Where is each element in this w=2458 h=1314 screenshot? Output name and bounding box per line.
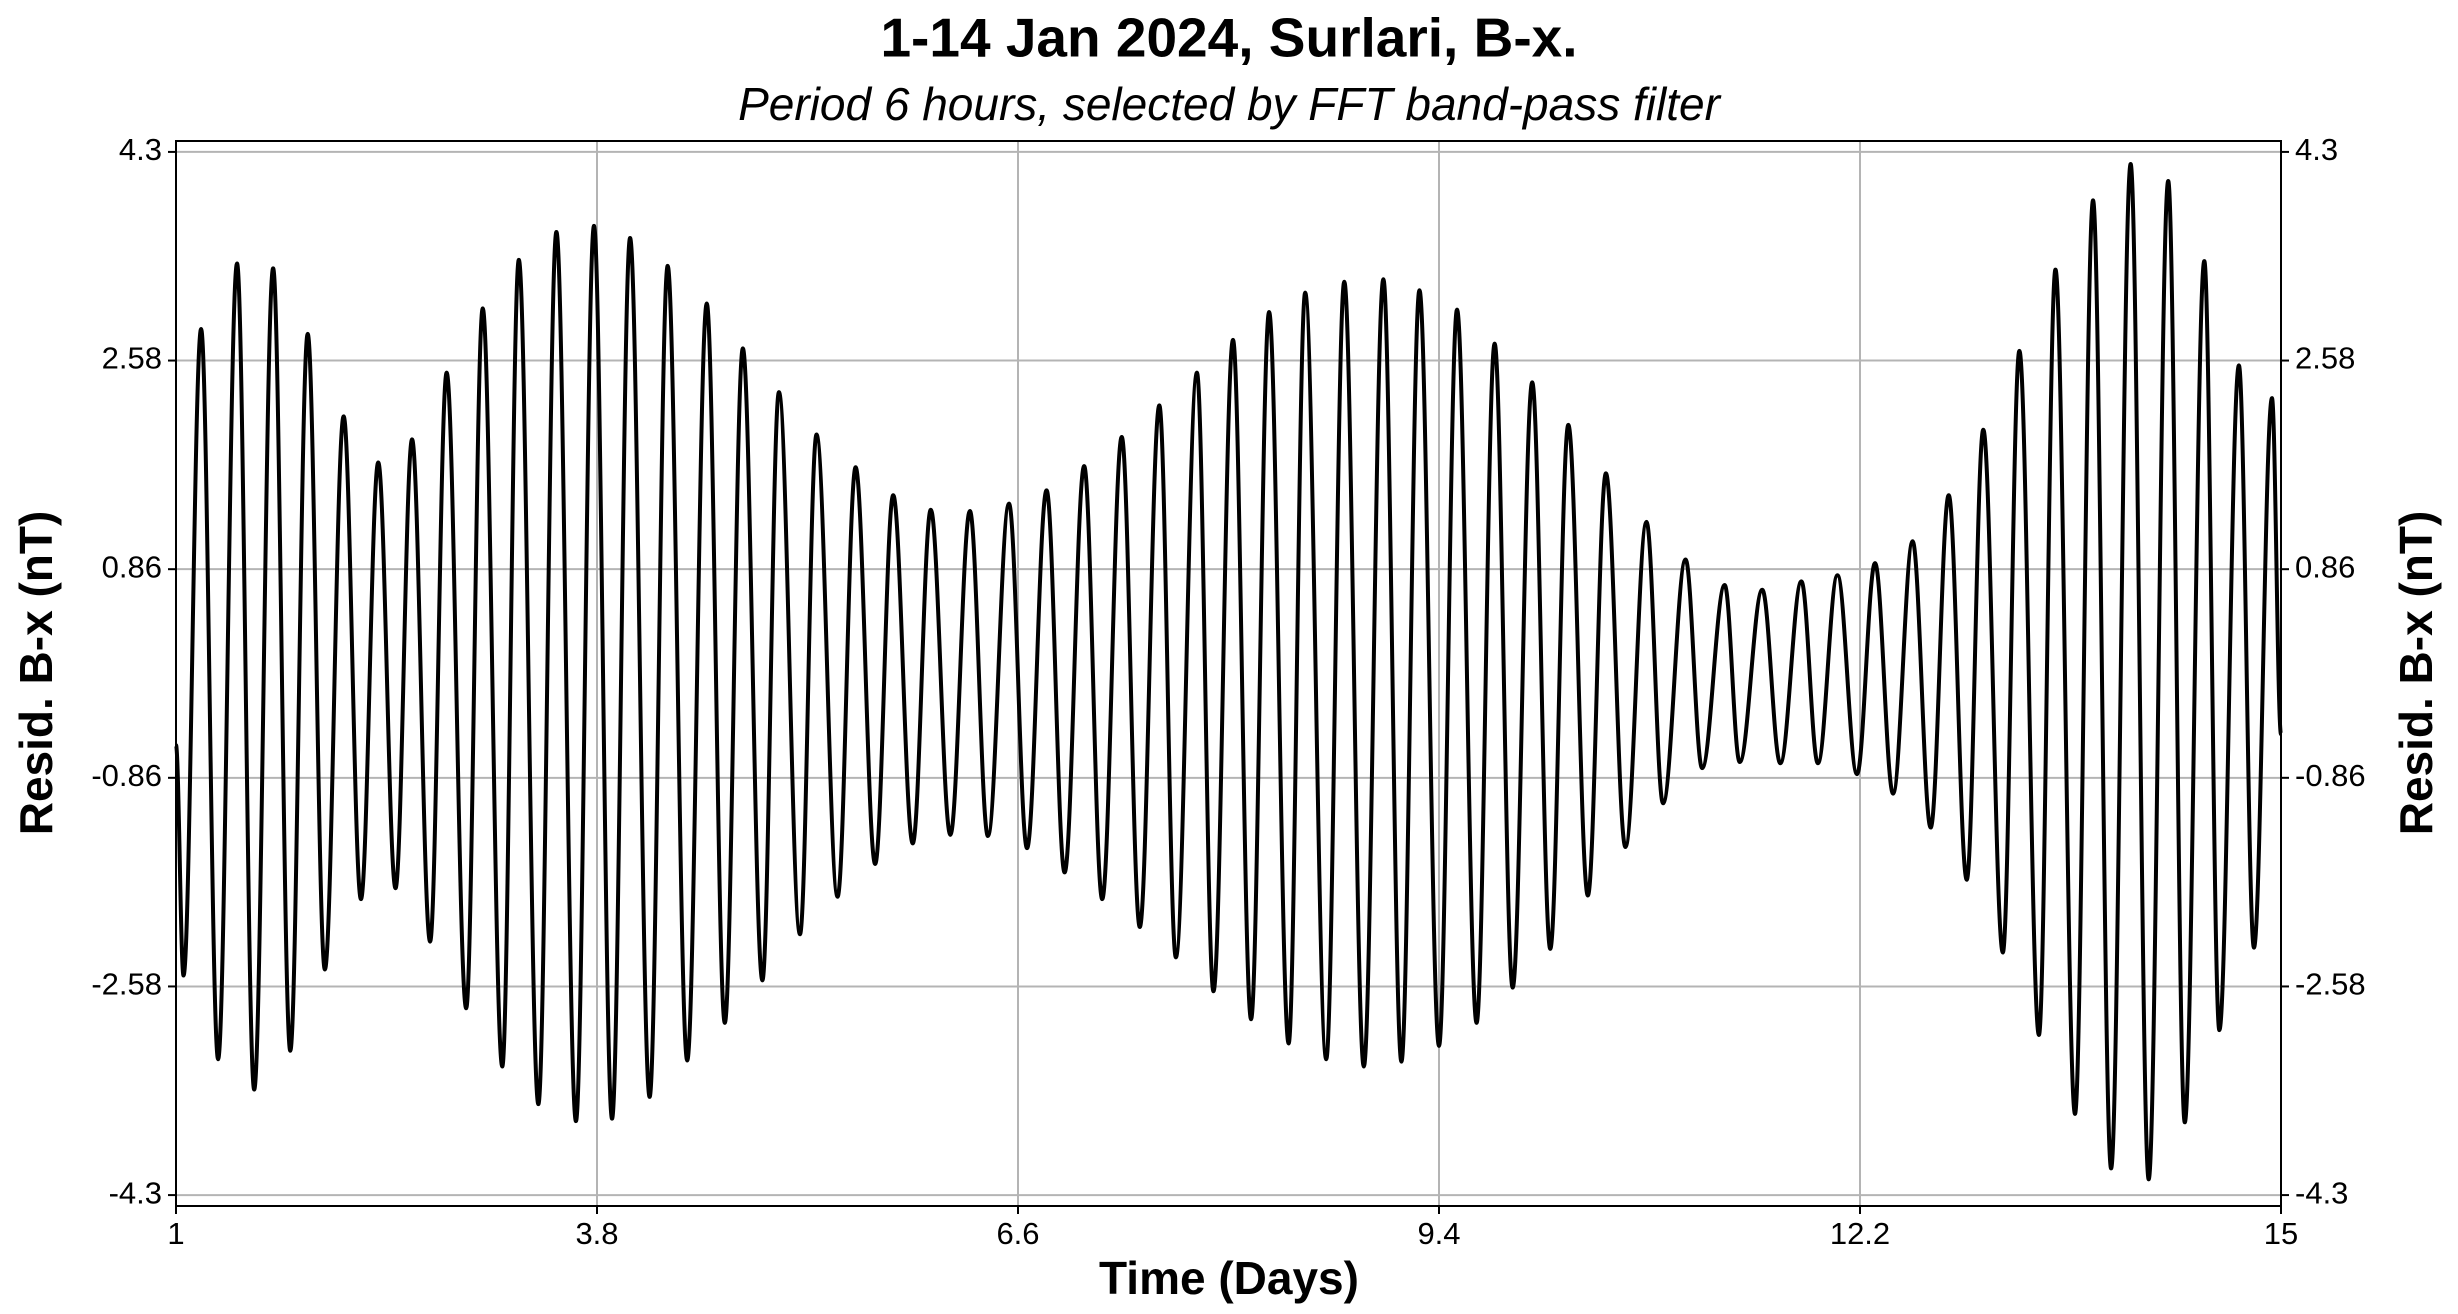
x-tick-label: 15 <box>2264 1216 2298 1251</box>
y2-tick-label: -0.86 <box>2295 758 2366 793</box>
x-axis-label: Time (Days) <box>1099 1252 1359 1304</box>
x-tick-label: 6.6 <box>996 1216 1039 1251</box>
chart-title: 1-14 Jan 2024, Surlari, B-x. <box>880 7 1577 69</box>
plot-frame <box>175 140 2282 1207</box>
data-line <box>174 162 2283 1182</box>
y2-tick-label: -2.58 <box>2295 967 2366 1002</box>
y2-axis-label: Resid. B-x (nT) <box>2390 511 2442 836</box>
x-tick-label: 3.8 <box>575 1216 618 1251</box>
y-tick-label: 0.86 <box>102 549 162 584</box>
y2-tick-label: 4.3 <box>2295 132 2338 167</box>
x-tick-label: 1 <box>167 1216 184 1251</box>
x-tick-label: 12.2 <box>1830 1216 1890 1251</box>
y-tick-label: -2.58 <box>91 967 162 1002</box>
chart-subtitle: Period 6 hours, selected by FFT band-pas… <box>738 78 1721 130</box>
x-tick-label: 9.4 <box>1417 1216 1460 1251</box>
y-axis-label: Resid. B-x (nT) <box>10 511 62 836</box>
y-tick-label: 2.58 <box>102 341 162 376</box>
y2-tick-label: 2.58 <box>2295 341 2355 376</box>
y-tick-label: -0.86 <box>91 758 162 793</box>
y-tick-label: 4.3 <box>119 132 162 167</box>
y2-tick-label: 0.86 <box>2295 549 2355 584</box>
y-tick-label: -4.3 <box>109 1175 162 1210</box>
y2-tick-label: -4.3 <box>2295 1175 2348 1210</box>
